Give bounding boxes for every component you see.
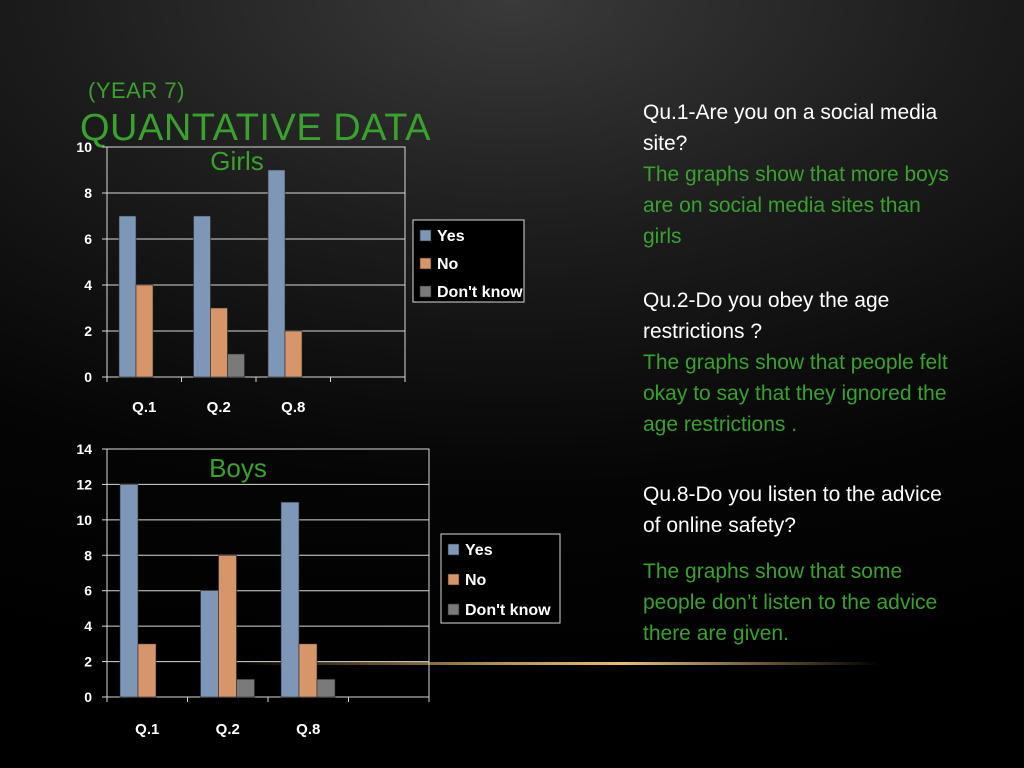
chart-0-legend-swatch	[419, 257, 432, 270]
answer-3-text: The graphs show that some people don’t l…	[643, 560, 938, 645]
chart-0-ytick-label: 6	[84, 231, 92, 247]
chart-0-category-label: Q.1	[132, 399, 156, 416]
chart-1-bar-don-t-know	[236, 678, 255, 698]
chart-1-bar-no	[218, 554, 237, 698]
chart-0-legend-label: Yes	[437, 228, 465, 245]
chart-1-legend-label: No	[465, 572, 487, 589]
chart-1-ytick-label: 12	[76, 476, 92, 492]
chart-0-ytick-label: 2	[84, 323, 92, 339]
chart-1-bar-yes	[200, 590, 219, 698]
chart-1-legend	[440, 533, 561, 624]
chart-1-ytick-label: 0	[84, 689, 92, 705]
chart-1-ytick-label: 4	[84, 618, 92, 634]
chart-0-ytick-label: 8	[84, 185, 92, 201]
chart-1-ytick-label: 10	[76, 512, 92, 528]
chart-0-legend-swatch	[419, 229, 432, 242]
decorative-glow-line	[240, 662, 880, 665]
chart-1-bar-don-t-know	[316, 678, 336, 698]
answer-1-text: The graphs show that more boys are on so…	[643, 163, 949, 248]
chart-1-ytick-label: 14	[76, 441, 92, 457]
chart-0-bar-yes	[193, 215, 211, 378]
chart-1-legend-label: Don't know	[465, 602, 551, 619]
chart-1-ytick-label: 6	[84, 583, 92, 599]
question-3-text: Qu.8-Do you listen to the advice of onli…	[643, 483, 942, 537]
chart-0-bar-no	[284, 330, 303, 378]
answer-2-text: The graphs show that people felt okay to…	[643, 351, 948, 436]
chart-0-ytick-label: 10	[76, 139, 92, 155]
chart-1-bar-yes	[280, 501, 300, 698]
chart-1-legend-swatch	[447, 573, 460, 586]
chart-1-ytick-label: 8	[84, 547, 92, 563]
chart-0-ytick-label: 0	[84, 369, 92, 385]
chart-0-bar-no	[135, 284, 154, 378]
chart-1-legend-swatch	[447, 543, 460, 556]
chart-0-category-label: Q.8	[281, 399, 305, 416]
chart-1-category-label: Q.1	[135, 721, 159, 738]
chart-0-bar-yes	[267, 169, 286, 378]
chart-0-title: Girls	[210, 146, 263, 176]
chart-1-title: Boys	[209, 453, 267, 483]
chart-1-bar-yes	[119, 484, 139, 698]
chart-1-ytick-label: 2	[84, 654, 92, 670]
question-2-text: Qu.2-Do you obey the age restrictions ?	[643, 289, 890, 343]
chart-0-legend-label: Don't know	[437, 284, 523, 301]
chart-0-ytick-label: 4	[84, 277, 92, 293]
chart-1-legend-swatch	[447, 603, 460, 616]
slide-subtitle: (YEAR 7)	[88, 78, 185, 103]
slide-title: QUANTATIVE DATA	[80, 107, 431, 149]
question-3-block: Qu.8-Do you listen to the advice of onli…	[643, 479, 963, 649]
question-2-block: Qu.2-Do you obey the age restrictions ? …	[643, 285, 963, 440]
question-1-text: Qu.1-Are you on a social media site?	[643, 101, 938, 155]
chart-0-legend-swatch	[419, 285, 432, 298]
question-1-block: Qu.1-Are you on a social media site? The…	[643, 97, 963, 252]
chart-1-category-label: Q.8	[296, 721, 320, 738]
chart-1-category-label: Q.2	[216, 721, 240, 738]
chart-1-legend-label: Yes	[465, 542, 493, 559]
chart-1-bar-no	[137, 643, 157, 698]
chart-0-bar-no	[210, 307, 228, 378]
chart-0-legend-label: No	[437, 256, 459, 273]
chart-1-bar-no	[298, 643, 318, 698]
chart-0-legend	[412, 219, 525, 303]
chart-0-category-label: Q.2	[207, 399, 231, 416]
chart-0-bar-don-t-know	[227, 353, 245, 378]
chart-0-bar-yes	[118, 215, 137, 378]
